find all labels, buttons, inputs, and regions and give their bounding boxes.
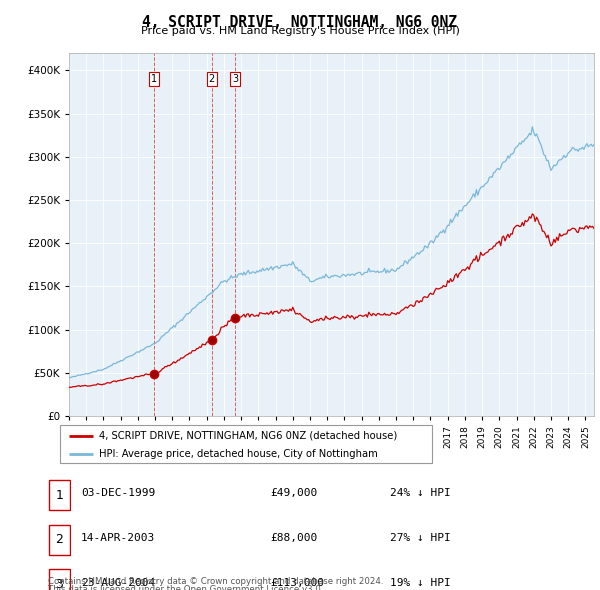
Text: HPI: Average price, detached house, City of Nottingham: HPI: Average price, detached house, City… [99,448,378,458]
Text: 3: 3 [232,74,238,84]
Text: Contains HM Land Registry data © Crown copyright and database right 2024.: Contains HM Land Registry data © Crown c… [48,577,383,586]
Text: 1: 1 [151,74,157,84]
Text: £49,000: £49,000 [270,489,317,499]
Text: This data is licensed under the Open Government Licence v3.0.: This data is licensed under the Open Gov… [48,585,323,590]
Text: 1: 1 [55,489,64,502]
Text: 2: 2 [209,74,215,84]
Text: 14-APR-2003: 14-APR-2003 [81,533,155,543]
Text: 19% ↓ HPI: 19% ↓ HPI [390,578,451,588]
Text: 4, SCRIPT DRIVE, NOTTINGHAM, NG6 0NZ: 4, SCRIPT DRIVE, NOTTINGHAM, NG6 0NZ [143,15,458,30]
Text: 27% ↓ HPI: 27% ↓ HPI [390,533,451,543]
Text: Price paid vs. HM Land Registry's House Price Index (HPI): Price paid vs. HM Land Registry's House … [140,26,460,36]
Text: 4, SCRIPT DRIVE, NOTTINGHAM, NG6 0NZ (detached house): 4, SCRIPT DRIVE, NOTTINGHAM, NG6 0NZ (de… [99,431,397,441]
Text: 2: 2 [55,533,64,546]
Text: 23-AUG-2004: 23-AUG-2004 [81,578,155,588]
Text: 24% ↓ HPI: 24% ↓ HPI [390,489,451,499]
Text: 3: 3 [55,578,64,590]
Text: £88,000: £88,000 [270,533,317,543]
Text: £113,000: £113,000 [270,578,324,588]
Text: 03-DEC-1999: 03-DEC-1999 [81,489,155,499]
